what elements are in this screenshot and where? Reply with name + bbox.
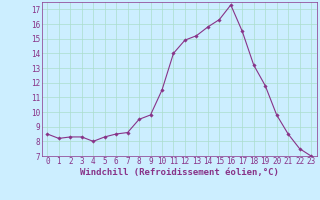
X-axis label: Windchill (Refroidissement éolien,°C): Windchill (Refroidissement éolien,°C)	[80, 168, 279, 177]
